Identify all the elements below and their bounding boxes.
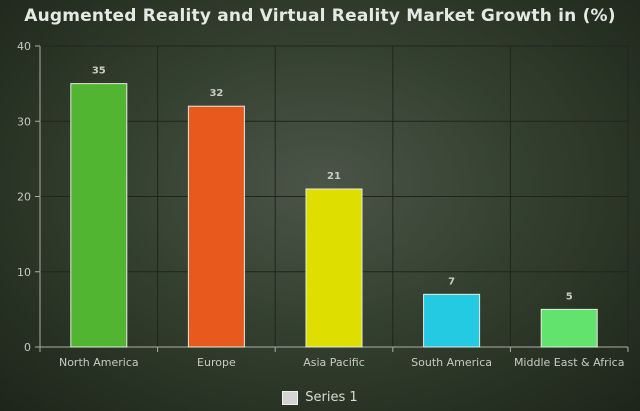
- y-tick-label: 10: [17, 266, 31, 279]
- data-label: 21: [327, 171, 341, 182]
- bar: [305, 188, 363, 348]
- data-label: 32: [209, 88, 223, 99]
- x-tick-label: South America: [411, 356, 492, 369]
- data-label: 35: [92, 66, 106, 77]
- bar: [423, 293, 481, 348]
- legend-label: Series 1: [305, 390, 358, 405]
- y-tick-label: 20: [17, 191, 31, 204]
- data-label: 7: [448, 276, 455, 287]
- x-tick-label: North America: [59, 356, 139, 369]
- x-tick-label: Middle East & Africa: [514, 356, 625, 369]
- bars: [70, 83, 598, 348]
- bar: [540, 308, 598, 348]
- bar: [187, 105, 245, 348]
- y-tick-label: 40: [17, 40, 31, 53]
- y-tick-label: 0: [24, 341, 31, 354]
- chart-title: Augmented Reality and Virtual Reality Ma…: [24, 6, 616, 26]
- legend: Series 1: [0, 390, 640, 405]
- tick-labels: 0 10 20 30 40 North America Europe Asia Pacific…: [17, 40, 624, 369]
- x-tick-label: Europe: [197, 356, 236, 369]
- x-tick-label: Asia Pacific: [303, 356, 365, 369]
- bar: [70, 83, 128, 348]
- y-tick-label: 30: [17, 115, 31, 128]
- data-label: 5: [566, 291, 573, 302]
- data-labels: 35 32 21 7 5: [92, 66, 573, 303]
- axes: [35, 45, 629, 352]
- legend-swatch: [282, 390, 299, 405]
